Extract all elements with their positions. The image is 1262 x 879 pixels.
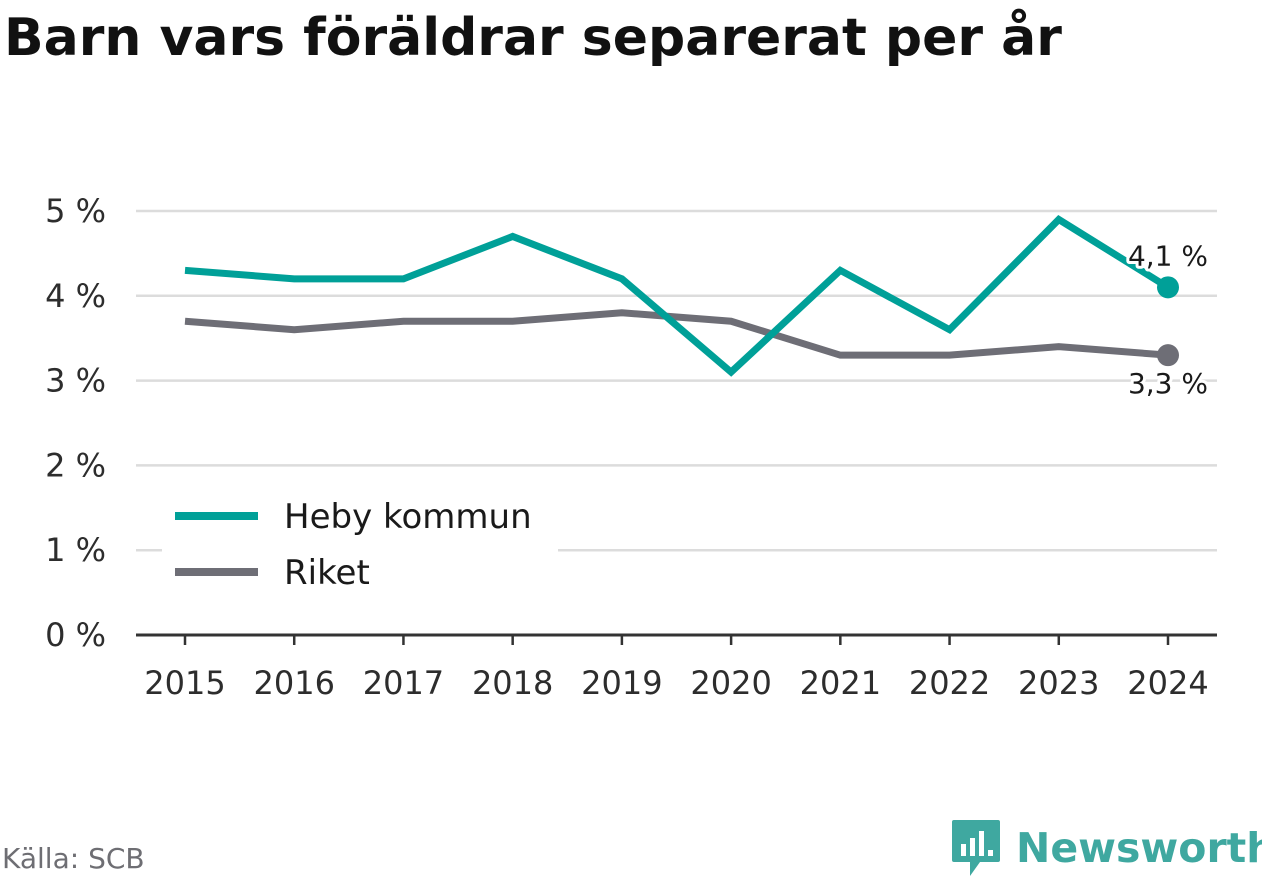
chart-title: Barn vars föräldrar separerat per år — [4, 8, 1062, 68]
x-tick-label: 2015 — [144, 664, 225, 702]
x-tick-label: 2024 — [1127, 664, 1208, 702]
newsworthy-logo-icon — [952, 820, 1000, 876]
source-note: Källa: SCB — [2, 842, 145, 875]
x-tick-label: 2017 — [363, 664, 444, 702]
end-point-marker — [1157, 344, 1179, 367]
legend-label: Heby kommun — [284, 497, 532, 537]
legend-label: Riket — [284, 553, 370, 593]
brand-name: Newsworthy — [1016, 824, 1262, 872]
series-lines: 4,1 % 3,3 % — [184, 215, 1211, 403]
x-tick-label: 2021 — [800, 664, 881, 702]
brand: Newsworthy — [950, 818, 1262, 878]
y-tick-label: 4 % — [45, 277, 106, 315]
y-tick-label: 5 % — [45, 192, 106, 230]
x-tick-label: 2020 — [690, 664, 771, 702]
line-chart: 0 %1 %2 %3 %4 %5 % 2015 2016 2017 2018 2019 2… — [45, 192, 1217, 702]
end-value-label: 4,1 % — [1128, 239, 1208, 272]
x-tick-label: 2023 — [1018, 664, 1099, 702]
x-tick-label: 2022 — [909, 664, 990, 702]
legend: Heby kommun Riket — [162, 490, 558, 602]
end-value-label: 3,3 % — [1128, 367, 1208, 400]
legend-background — [162, 490, 558, 602]
series-line — [184, 215, 1170, 377]
x-tick-label: 2016 — [254, 664, 335, 702]
y-tick-label: 3 % — [45, 362, 106, 400]
x-tick-label: 2018 — [472, 664, 553, 702]
y-tick-label: 0 % — [45, 616, 106, 654]
y-axis-ticks: 0 % 1 % 2 % 3 % 4 % 5 % — [45, 192, 106, 654]
y-tick-label: 2 % — [45, 446, 106, 484]
x-axis: 2015 2016 2017 2018 2019 2020 2021 2022 2023 2024 — [136, 633, 1217, 702]
x-tick-label: 2019 — [581, 664, 662, 702]
y-tick-label: 1 % — [45, 531, 106, 569]
end-point-marker — [1157, 276, 1179, 299]
series-line — [184, 309, 1169, 359]
